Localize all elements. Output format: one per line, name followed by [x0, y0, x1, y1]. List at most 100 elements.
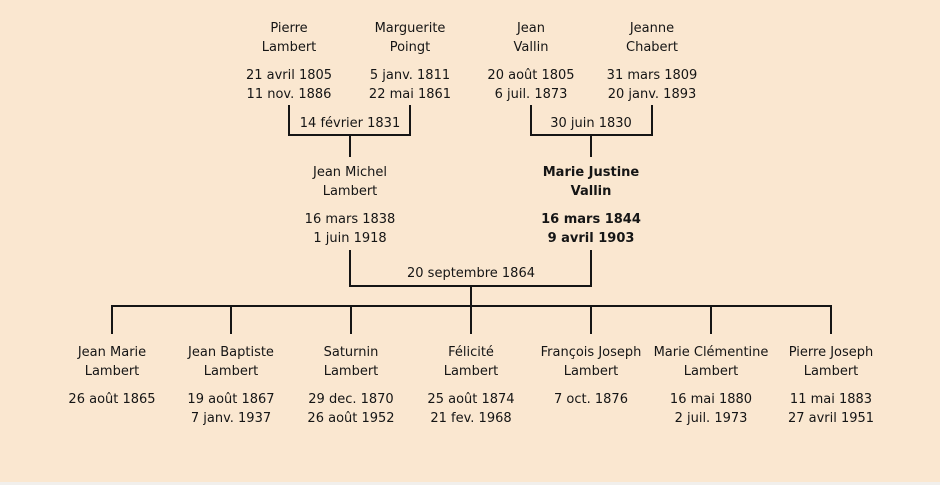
- birth-date: 11 mai 1883: [789, 392, 873, 407]
- person-name: Jean Baptiste Lambert: [187, 343, 274, 381]
- surname: Lambert: [323, 364, 379, 379]
- birth-date: 7 oct. 1876: [554, 392, 628, 407]
- connector-sibling-bar: [111, 305, 832, 307]
- given-name: Marie Justine: [542, 165, 640, 180]
- death-date: 21 fev. 1968: [430, 411, 512, 426]
- person-name: Jean Michel Lambert: [305, 163, 396, 201]
- person-pierre-lambert: Pierre Lambert 21 avril 1805 11 nov. 188…: [246, 19, 332, 104]
- death-date: 11 nov. 1886: [246, 87, 332, 102]
- person-name: Jeanne Chabert: [607, 19, 698, 57]
- connector-child3-drop: [350, 307, 352, 334]
- person-jean-baptiste-lambert: Jean Baptiste Lambert 19 août 1867 7 jan…: [187, 343, 274, 428]
- connector-marriage1-left: [288, 105, 290, 136]
- person-dates: 29 dec. 1870 26 août 1952: [307, 390, 394, 428]
- surname: Lambert: [84, 364, 140, 379]
- person-name: Marie Clémentine Lambert: [654, 343, 769, 381]
- surname: Lambert: [203, 364, 259, 379]
- connector-child4-drop: [470, 307, 472, 334]
- birth-date: 26 août 1865: [68, 392, 156, 407]
- given-name: François Joseph: [540, 345, 642, 360]
- marriage-label-lambert-poingt: 14 février 1831: [299, 116, 401, 131]
- person-dates: 21 avril 1805 11 nov. 1886: [246, 66, 332, 104]
- person-name: Jean Marie Lambert: [68, 343, 155, 381]
- connector-marriage1-drop: [349, 136, 351, 157]
- given-name: Pierre: [270, 21, 308, 36]
- person-dates: 11 mai 1883 27 avril 1951: [788, 390, 874, 428]
- person-jean-michel-lambert: Jean Michel Lambert 16 mars 1838 1 juin …: [305, 163, 396, 248]
- death-date: 20 janv. 1893: [607, 87, 697, 102]
- surname: Vallin: [513, 40, 549, 55]
- birth-date: 16 mars 1838: [304, 212, 396, 227]
- person-jean-marie-lambert: Jean Marie Lambert 26 août 1865: [68, 343, 155, 409]
- given-name: Félicité: [448, 345, 494, 360]
- connector-marriage2-drop: [590, 136, 592, 157]
- birth-date: 5 janv. 1811: [369, 68, 451, 83]
- person-dates: 16 mai 1880 2 juil. 1973: [654, 390, 769, 428]
- person-jean-vallin: Jean Vallin 20 août 1805 6 juil. 1873: [487, 19, 574, 104]
- person-name: Saturnin Lambert: [307, 343, 394, 381]
- person-name: Marie Justine Vallin: [541, 163, 641, 201]
- given-name: Jean Marie: [77, 345, 147, 360]
- person-felicite-lambert: Félicité Lambert 25 août 1874 21 fev. 19…: [427, 343, 514, 428]
- death-date: 2 juil. 1973: [674, 411, 748, 426]
- connector-marriage2-left: [530, 105, 532, 136]
- person-jeanne-chabert: Jeanne Chabert 31 mars 1809 20 janv. 189…: [607, 19, 698, 104]
- death-date: 6 juil. 1873: [494, 87, 568, 102]
- connector-marriage3-drop: [470, 287, 472, 307]
- connector-child1-drop: [111, 307, 113, 334]
- birth-date: 16 mai 1880: [669, 392, 753, 407]
- person-dates: 16 mars 1844 9 avril 1903: [541, 210, 641, 248]
- person-dates: 20 août 1805 6 juil. 1873: [487, 66, 574, 104]
- person-dates: 5 janv. 1811 22 mai 1861: [369, 66, 451, 104]
- surname: Lambert: [261, 40, 317, 55]
- connector-marriage2-right: [651, 105, 653, 136]
- person-name: Pierre Lambert: [246, 19, 332, 57]
- death-date: 22 mai 1861: [368, 87, 452, 102]
- given-name: Jeanne: [629, 21, 675, 36]
- connector-child5-drop: [590, 307, 592, 334]
- marriage-label-lambert-vallin: 20 septembre 1864: [407, 266, 535, 281]
- person-name: Jean Vallin: [487, 19, 574, 57]
- marriage-label-vallin-chabert: 30 juin 1830: [550, 116, 632, 131]
- person-dates: 31 mars 1809 20 janv. 1893: [607, 66, 698, 104]
- person-name: Pierre Joseph Lambert: [788, 343, 874, 381]
- given-name: Pierre Joseph: [788, 345, 874, 360]
- person-saturnin-lambert: Saturnin Lambert 29 dec. 1870 26 août 19…: [307, 343, 394, 428]
- surname: Lambert: [443, 364, 499, 379]
- death-date: 27 avril 1951: [787, 411, 875, 426]
- connector-marriage3-bar: [349, 285, 592, 287]
- surname: Poingt: [389, 40, 431, 55]
- surname: Lambert: [803, 364, 859, 379]
- birth-date: 31 mars 1809: [606, 68, 698, 83]
- screenshot-bottom-edge: [0, 482, 940, 485]
- person-dates: 26 août 1865: [68, 390, 155, 409]
- person-dates: 7 oct. 1876: [541, 390, 642, 409]
- surname: Vallin: [570, 184, 612, 199]
- birth-date: 20 août 1805: [487, 68, 575, 83]
- connector-child6-drop: [710, 307, 712, 334]
- death-date: 1 juin 1918: [313, 231, 387, 246]
- connector-marriage2-bar: [530, 134, 653, 136]
- given-name: Jean: [516, 21, 546, 36]
- person-marie-clementine-lambert: Marie Clémentine Lambert 16 mai 1880 2 j…: [654, 343, 769, 428]
- birth-date: 21 avril 1805: [245, 68, 333, 83]
- connector-marriage3-left: [349, 250, 351, 287]
- connector-child7-drop: [830, 307, 832, 334]
- surname: Lambert: [563, 364, 619, 379]
- connector-marriage1-right: [409, 105, 411, 136]
- birth-date: 16 mars 1844: [541, 212, 641, 227]
- connector-child2-drop: [230, 307, 232, 334]
- person-francois-joseph-lambert: François Joseph Lambert 7 oct. 1876: [541, 343, 642, 409]
- person-dates: 25 août 1874 21 fev. 1968: [427, 390, 514, 428]
- birth-date: 19 août 1867: [187, 392, 275, 407]
- given-name: Marie Clémentine: [653, 345, 769, 360]
- given-name: Jean Baptiste: [188, 345, 274, 360]
- person-name: Marguerite Poingt: [369, 19, 451, 57]
- given-name: Saturnin: [323, 345, 379, 360]
- surname: Lambert: [683, 364, 739, 379]
- person-dates: 16 mars 1838 1 juin 1918: [305, 210, 396, 248]
- death-date: 26 août 1952: [307, 411, 395, 426]
- death-date: 7 janv. 1937: [190, 411, 272, 426]
- given-name: Marguerite: [374, 21, 446, 36]
